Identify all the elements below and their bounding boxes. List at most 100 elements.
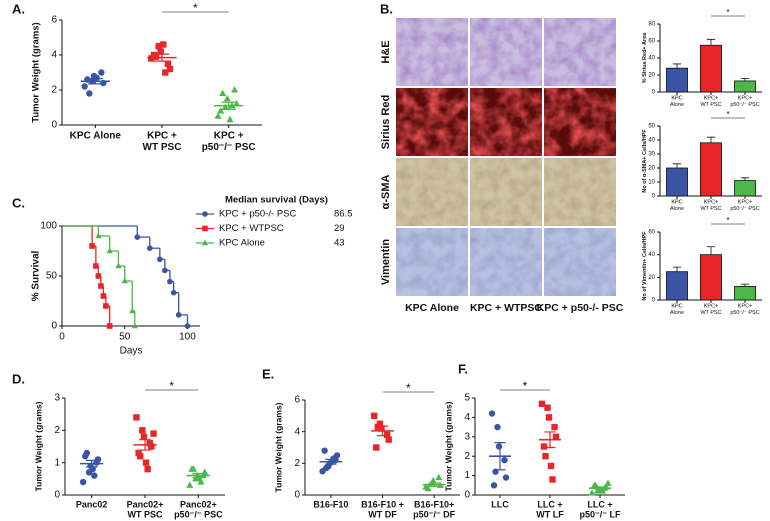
point bbox=[551, 423, 558, 431]
y-tick-label: 0 bbox=[652, 194, 656, 200]
point bbox=[547, 462, 555, 470]
significance-label: * bbox=[406, 381, 411, 395]
x-tick-label: KPC+ bbox=[704, 200, 719, 206]
point bbox=[201, 239, 209, 246]
error-bar bbox=[706, 38, 716, 46]
legend-label: KPC + p50-/- PSC bbox=[219, 209, 296, 220]
legend-median: 86.5 bbox=[334, 209, 353, 220]
y-axis-title: Tumor Weight (grams) bbox=[33, 401, 43, 491]
x-tick-label: KPC+ bbox=[704, 304, 719, 310]
y-tick-label: 0 bbox=[54, 490, 60, 501]
x-tick-label: WT PSC bbox=[143, 142, 182, 153]
y-axis-title: No of Vimentin+ Cells/HPF bbox=[642, 231, 648, 301]
y-tick-label: 2 bbox=[54, 425, 60, 436]
point bbox=[378, 425, 385, 432]
point bbox=[502, 474, 510, 481]
point bbox=[214, 112, 222, 119]
point bbox=[495, 443, 503, 450]
error-bar bbox=[139, 439, 151, 451]
point bbox=[604, 479, 612, 486]
point bbox=[544, 404, 551, 411]
point bbox=[147, 245, 153, 251]
x-tick-label: KPC+ bbox=[738, 200, 753, 206]
x-tick-label: B16-F10+ bbox=[414, 499, 454, 509]
micrograph-texture bbox=[470, 228, 542, 296]
charts: A. 0 2 4 6 Tumor Weight (grams) KPC Alone KPC +… bbox=[12, 1, 762, 520]
point bbox=[133, 414, 140, 421]
y-tick-label: 80 bbox=[648, 22, 655, 28]
x-tick-label: WT PSC bbox=[700, 102, 721, 108]
point bbox=[542, 453, 549, 460]
micrograph-texture bbox=[396, 88, 468, 156]
point bbox=[150, 430, 157, 437]
x-tick-label: Alone bbox=[670, 102, 684, 108]
point bbox=[93, 74, 100, 81]
point bbox=[79, 478, 87, 486]
y-tick-label: 0 bbox=[51, 120, 57, 131]
point bbox=[89, 243, 95, 249]
significance-label: * bbox=[726, 216, 729, 225]
y-axis-title: Tumor Weight (grams) bbox=[273, 402, 283, 492]
y-tick-label: 3 bbox=[464, 431, 470, 442]
y-tick-label: 2 bbox=[51, 85, 57, 96]
y-axis-title: Tumor Weight (grams) bbox=[31, 22, 42, 122]
panel-label: F. bbox=[458, 361, 468, 376]
x-tick-label: WT PSC bbox=[700, 206, 721, 212]
point bbox=[197, 478, 205, 485]
x-tick-label: B16-F10 bbox=[313, 499, 348, 509]
error-bar bbox=[494, 442, 506, 471]
y-tick-label: 4 bbox=[51, 50, 57, 61]
column-label: KPC Alone bbox=[405, 302, 459, 314]
x-tick-label: p50⁻/⁻ PSC bbox=[730, 206, 759, 212]
y-tick-label: 100 bbox=[40, 221, 57, 232]
x-tick-label: KPC + bbox=[147, 131, 177, 142]
y-tick-label: 1 bbox=[464, 470, 470, 481]
error-bar bbox=[325, 458, 337, 465]
point bbox=[115, 262, 122, 269]
point bbox=[91, 472, 98, 479]
point bbox=[86, 90, 93, 97]
point bbox=[152, 53, 160, 60]
legend-median: 43 bbox=[334, 238, 345, 249]
x-tick-label: KPC+ bbox=[704, 96, 719, 102]
point bbox=[374, 423, 382, 431]
y-tick-label: 4 bbox=[464, 412, 470, 423]
x-tick-label: Panc02 bbox=[76, 499, 108, 509]
point bbox=[89, 465, 96, 473]
point bbox=[170, 289, 177, 296]
y-tick-label: 40 bbox=[648, 56, 655, 62]
point bbox=[164, 60, 172, 67]
x-tick-label: Alone bbox=[670, 310, 684, 316]
x-tick-label: p50⁻/⁻ LF bbox=[579, 510, 621, 520]
point bbox=[588, 489, 596, 496]
x-tick-label: WT PSC bbox=[700, 310, 721, 316]
bar bbox=[700, 142, 722, 197]
point bbox=[231, 86, 239, 93]
error-bar bbox=[706, 246, 716, 255]
error-bar bbox=[740, 78, 750, 81]
point bbox=[429, 476, 437, 484]
point bbox=[140, 433, 148, 440]
chart: A. 0 2 4 6 Tumor Weight (grams) KPC Alone KPC +… bbox=[12, 1, 262, 153]
micrograph-texture bbox=[544, 158, 616, 226]
y-tick-label: 3 bbox=[54, 393, 60, 404]
point bbox=[598, 487, 607, 494]
micrograph-texture bbox=[396, 228, 468, 296]
point bbox=[106, 323, 113, 329]
micrograph-texture bbox=[396, 18, 468, 86]
error-bar bbox=[672, 266, 682, 272]
micrograph-texture bbox=[544, 18, 616, 86]
panel-label: D. bbox=[12, 371, 25, 386]
error-bar bbox=[192, 473, 205, 479]
x-tick-label: WT PSC bbox=[128, 510, 163, 520]
y-axis-title: Tumor Weight (grams) bbox=[443, 401, 453, 491]
point bbox=[135, 449, 142, 457]
point bbox=[371, 412, 378, 420]
point bbox=[383, 431, 391, 439]
legend-label: KPC Alone bbox=[219, 238, 265, 249]
panel-label: E. bbox=[262, 366, 274, 381]
row-label: H&E bbox=[380, 40, 392, 63]
point bbox=[501, 456, 508, 464]
point bbox=[95, 273, 102, 279]
